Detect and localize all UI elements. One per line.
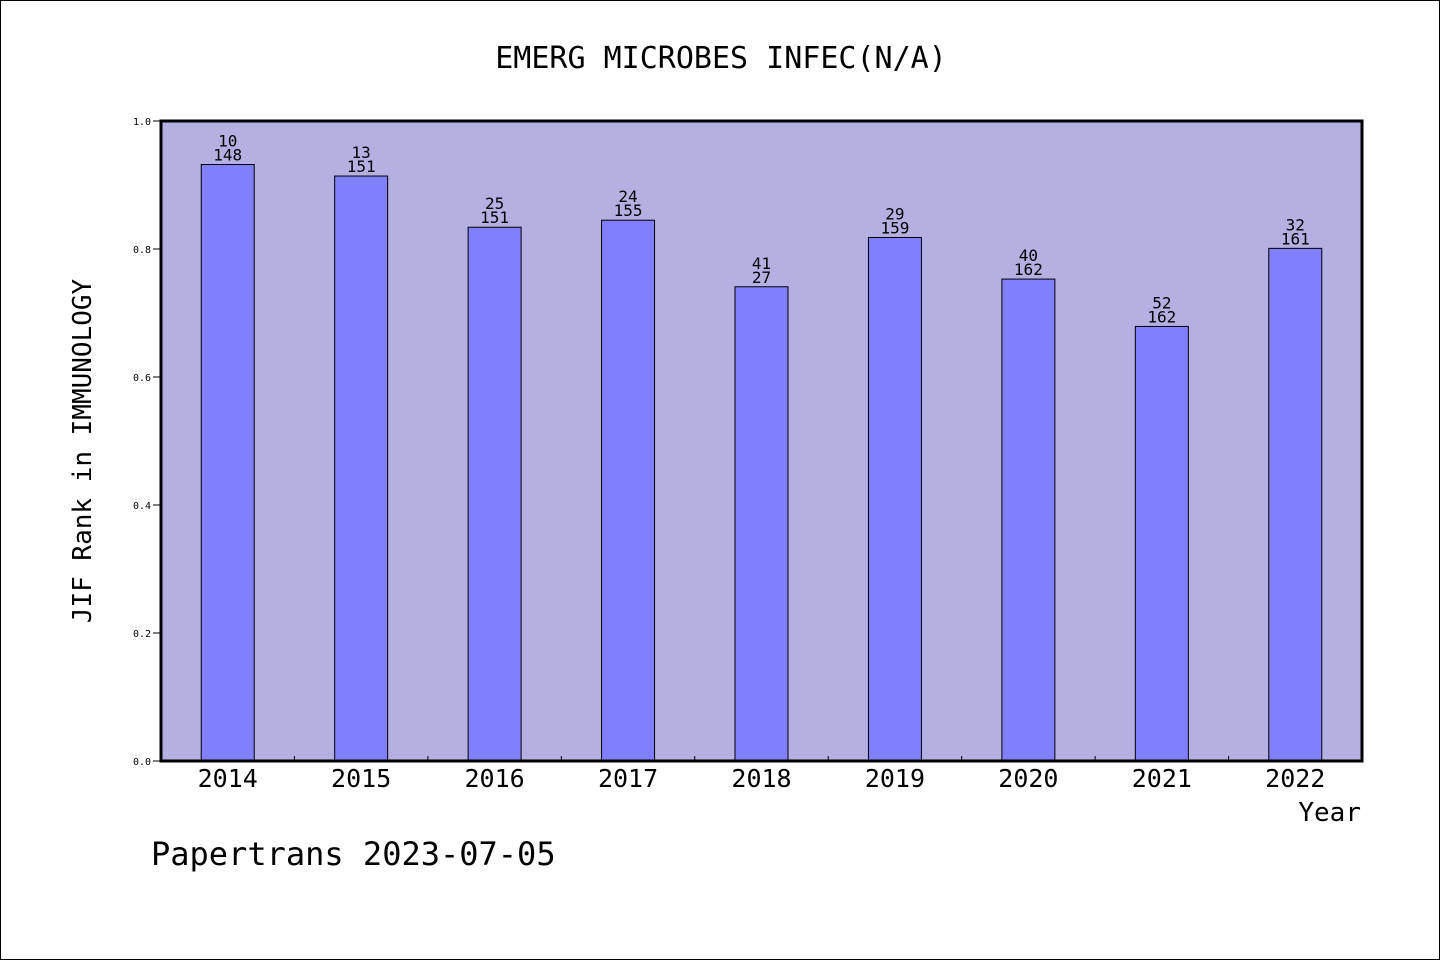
rank-label-2020: 40: [1019, 246, 1038, 265]
x-tick-label-2018: 2018: [731, 764, 791, 793]
y-tick-label-0.8: 0.8: [133, 245, 151, 256]
rank-label-2014: 10: [218, 132, 237, 151]
rank-label-2022: 32: [1286, 215, 1305, 234]
rank-label-2021: 52: [1152, 293, 1171, 312]
total-label-2015: 151: [347, 157, 376, 176]
bar-2019: [867, 236, 922, 762]
rank-label-2018: 41: [752, 254, 771, 273]
x-tick-label-2017: 2017: [598, 764, 658, 793]
x-tick-label-2014: 2014: [198, 764, 258, 793]
chart-title: EMERG MICROBES INFEC(N/A): [495, 41, 947, 76]
bar-2021: [1134, 325, 1189, 762]
bar-2016: [467, 226, 522, 762]
bar-2022: [1268, 247, 1323, 762]
y-axis-title: JIF Rank in IMMUNOLOGY: [68, 278, 98, 623]
x-tick-label-2022: 2022: [1265, 764, 1325, 793]
total-label-2021: 162: [1147, 307, 1176, 326]
rank-label-2019: 29: [885, 204, 904, 223]
rank-label-2015: 13: [352, 143, 371, 162]
y-tick-label-0.0: 0.0: [133, 757, 151, 768]
total-label-2018: 27: [752, 268, 771, 287]
y-tick-label-1.0: 1.0: [133, 117, 151, 128]
bars-group: [200, 164, 1323, 762]
rank-label-2017: 24: [618, 187, 637, 206]
x-tick-label-2019: 2019: [865, 764, 925, 793]
y-axis-ticks: 0.0 0.2 0.4 0.6 0.8 1.0: [133, 117, 161, 768]
bar-2015: [334, 175, 389, 762]
footer-text: Papertrans 2023-07-05: [151, 835, 556, 873]
x-axis-title: Year: [1298, 798, 1361, 828]
total-label-2017: 155: [614, 201, 643, 220]
bar-2018: [734, 286, 789, 762]
y-tick-label-0.2: 0.2: [133, 629, 151, 640]
bar-2017: [601, 219, 656, 762]
total-label-2019: 159: [880, 218, 909, 237]
rank-label-2016: 25: [485, 194, 504, 213]
plot-border: [159, 119, 1364, 763]
y-tick-label-0.4: 0.4: [133, 501, 151, 512]
x-tick-label-2020: 2020: [998, 764, 1058, 793]
x-axis-ticks: 2014 2015 2016 2017 2018 2019 2020 2021 2022: [198, 756, 1325, 793]
total-label-2020: 162: [1014, 260, 1043, 279]
total-label-2022: 161: [1281, 229, 1310, 248]
x-tick-label-2021: 2021: [1132, 764, 1192, 793]
bar-2020: [1001, 278, 1056, 762]
total-label-2016: 151: [480, 208, 509, 227]
total-label-2014: 148: [213, 146, 242, 165]
bar-2014: [200, 164, 255, 762]
y-tick-label-0.6: 0.6: [133, 373, 151, 384]
x-tick-label-2016: 2016: [465, 764, 525, 793]
x-tick-label-2015: 2015: [331, 764, 391, 793]
